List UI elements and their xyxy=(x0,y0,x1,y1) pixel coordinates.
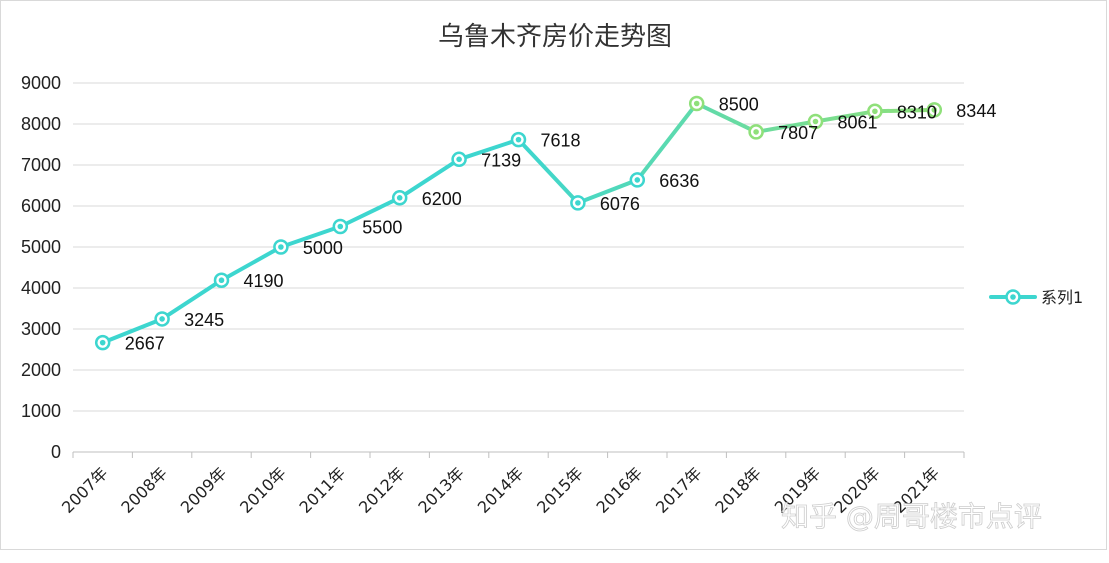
x-tick-label: 2017年 xyxy=(652,463,706,517)
data-label: 5000 xyxy=(303,238,343,258)
data-label: 8061 xyxy=(838,112,878,132)
y-tick-label: 2000 xyxy=(21,360,61,380)
y-axis-ticks: 0 1000 2000 3000 4000 5000 6000 7000 8000 9000 xyxy=(21,73,61,462)
x-tick-label: 2011年 xyxy=(296,463,350,517)
data-point-dot xyxy=(515,136,522,143)
data-point-dot xyxy=(99,339,106,346)
data-point-dot xyxy=(931,107,938,113)
data-point-dot xyxy=(753,129,759,135)
watermark: 知乎 @周哥楼市点评 xyxy=(781,500,1042,533)
data-label: 2667 xyxy=(125,334,165,354)
data-point-dot xyxy=(634,177,641,183)
data-label: 3245 xyxy=(184,310,224,330)
y-tick-label: 8000 xyxy=(21,114,61,134)
data-label: 6200 xyxy=(422,189,462,209)
chart-frame: 乌鲁木齐房价走势图 0 1000 2000 3000 4000 5000 6000 7000 8… xyxy=(0,0,1107,550)
data-label: 4190 xyxy=(244,271,284,291)
y-tick-label: 7000 xyxy=(21,155,61,175)
data-points xyxy=(94,95,943,351)
y-tick-label: 3000 xyxy=(21,319,61,339)
data-point-dot xyxy=(278,244,284,250)
x-tick-label: 2007年 xyxy=(58,463,112,517)
legend: 系列1 xyxy=(989,288,1083,307)
data-label: 7618 xyxy=(541,131,581,151)
data-label: 8310 xyxy=(897,102,937,122)
chart-title: 乌鲁木齐房价走势图 xyxy=(438,22,672,52)
y-tick-label: 9000 xyxy=(21,73,61,93)
data-label: 6076 xyxy=(600,194,640,214)
data-point-dot xyxy=(575,200,581,206)
y-tick-label: 0 xyxy=(51,442,61,462)
y-tick-label: 5000 xyxy=(21,237,61,257)
data-point-dot xyxy=(337,223,344,230)
data-point-dot xyxy=(159,316,165,322)
data-label: 5500 xyxy=(362,218,402,238)
data-point-dot xyxy=(812,118,819,125)
x-tick-label: 2014年 xyxy=(474,463,528,517)
data-label: 8344 xyxy=(956,101,996,121)
x-tick-label: 2012年 xyxy=(355,463,409,517)
data-point-dot xyxy=(218,277,225,284)
x-tick-label: 2013年 xyxy=(414,463,468,517)
legend-marker-dot xyxy=(1010,294,1016,300)
y-tick-label: 1000 xyxy=(21,401,61,421)
data-label: 6636 xyxy=(659,171,699,191)
gridlines xyxy=(73,82,964,412)
y-tick-label: 4000 xyxy=(21,278,61,298)
data-label: 7139 xyxy=(481,150,521,170)
data-label: 8500 xyxy=(719,95,759,115)
data-point-dot xyxy=(872,108,878,115)
x-tick-label: 2018年 xyxy=(711,463,765,517)
x-tick-label: 2008年 xyxy=(117,463,171,517)
x-tick-label: 2009年 xyxy=(177,463,231,517)
data-point-dot xyxy=(693,100,700,107)
y-tick-label: 6000 xyxy=(21,196,61,216)
x-tick-label: 2015年 xyxy=(533,463,587,517)
data-point-dot xyxy=(456,156,462,163)
data-point-dot xyxy=(396,195,403,201)
legend-label: 系列1 xyxy=(1041,288,1083,307)
data-labels: 2667 3245 4190 5000 5500 6200 7139 7618 6076 6636… xyxy=(125,95,997,354)
data-label: 7807 xyxy=(778,123,818,143)
x-tick-label: 2016年 xyxy=(593,463,647,517)
x-tick-label: 2010年 xyxy=(236,463,290,517)
